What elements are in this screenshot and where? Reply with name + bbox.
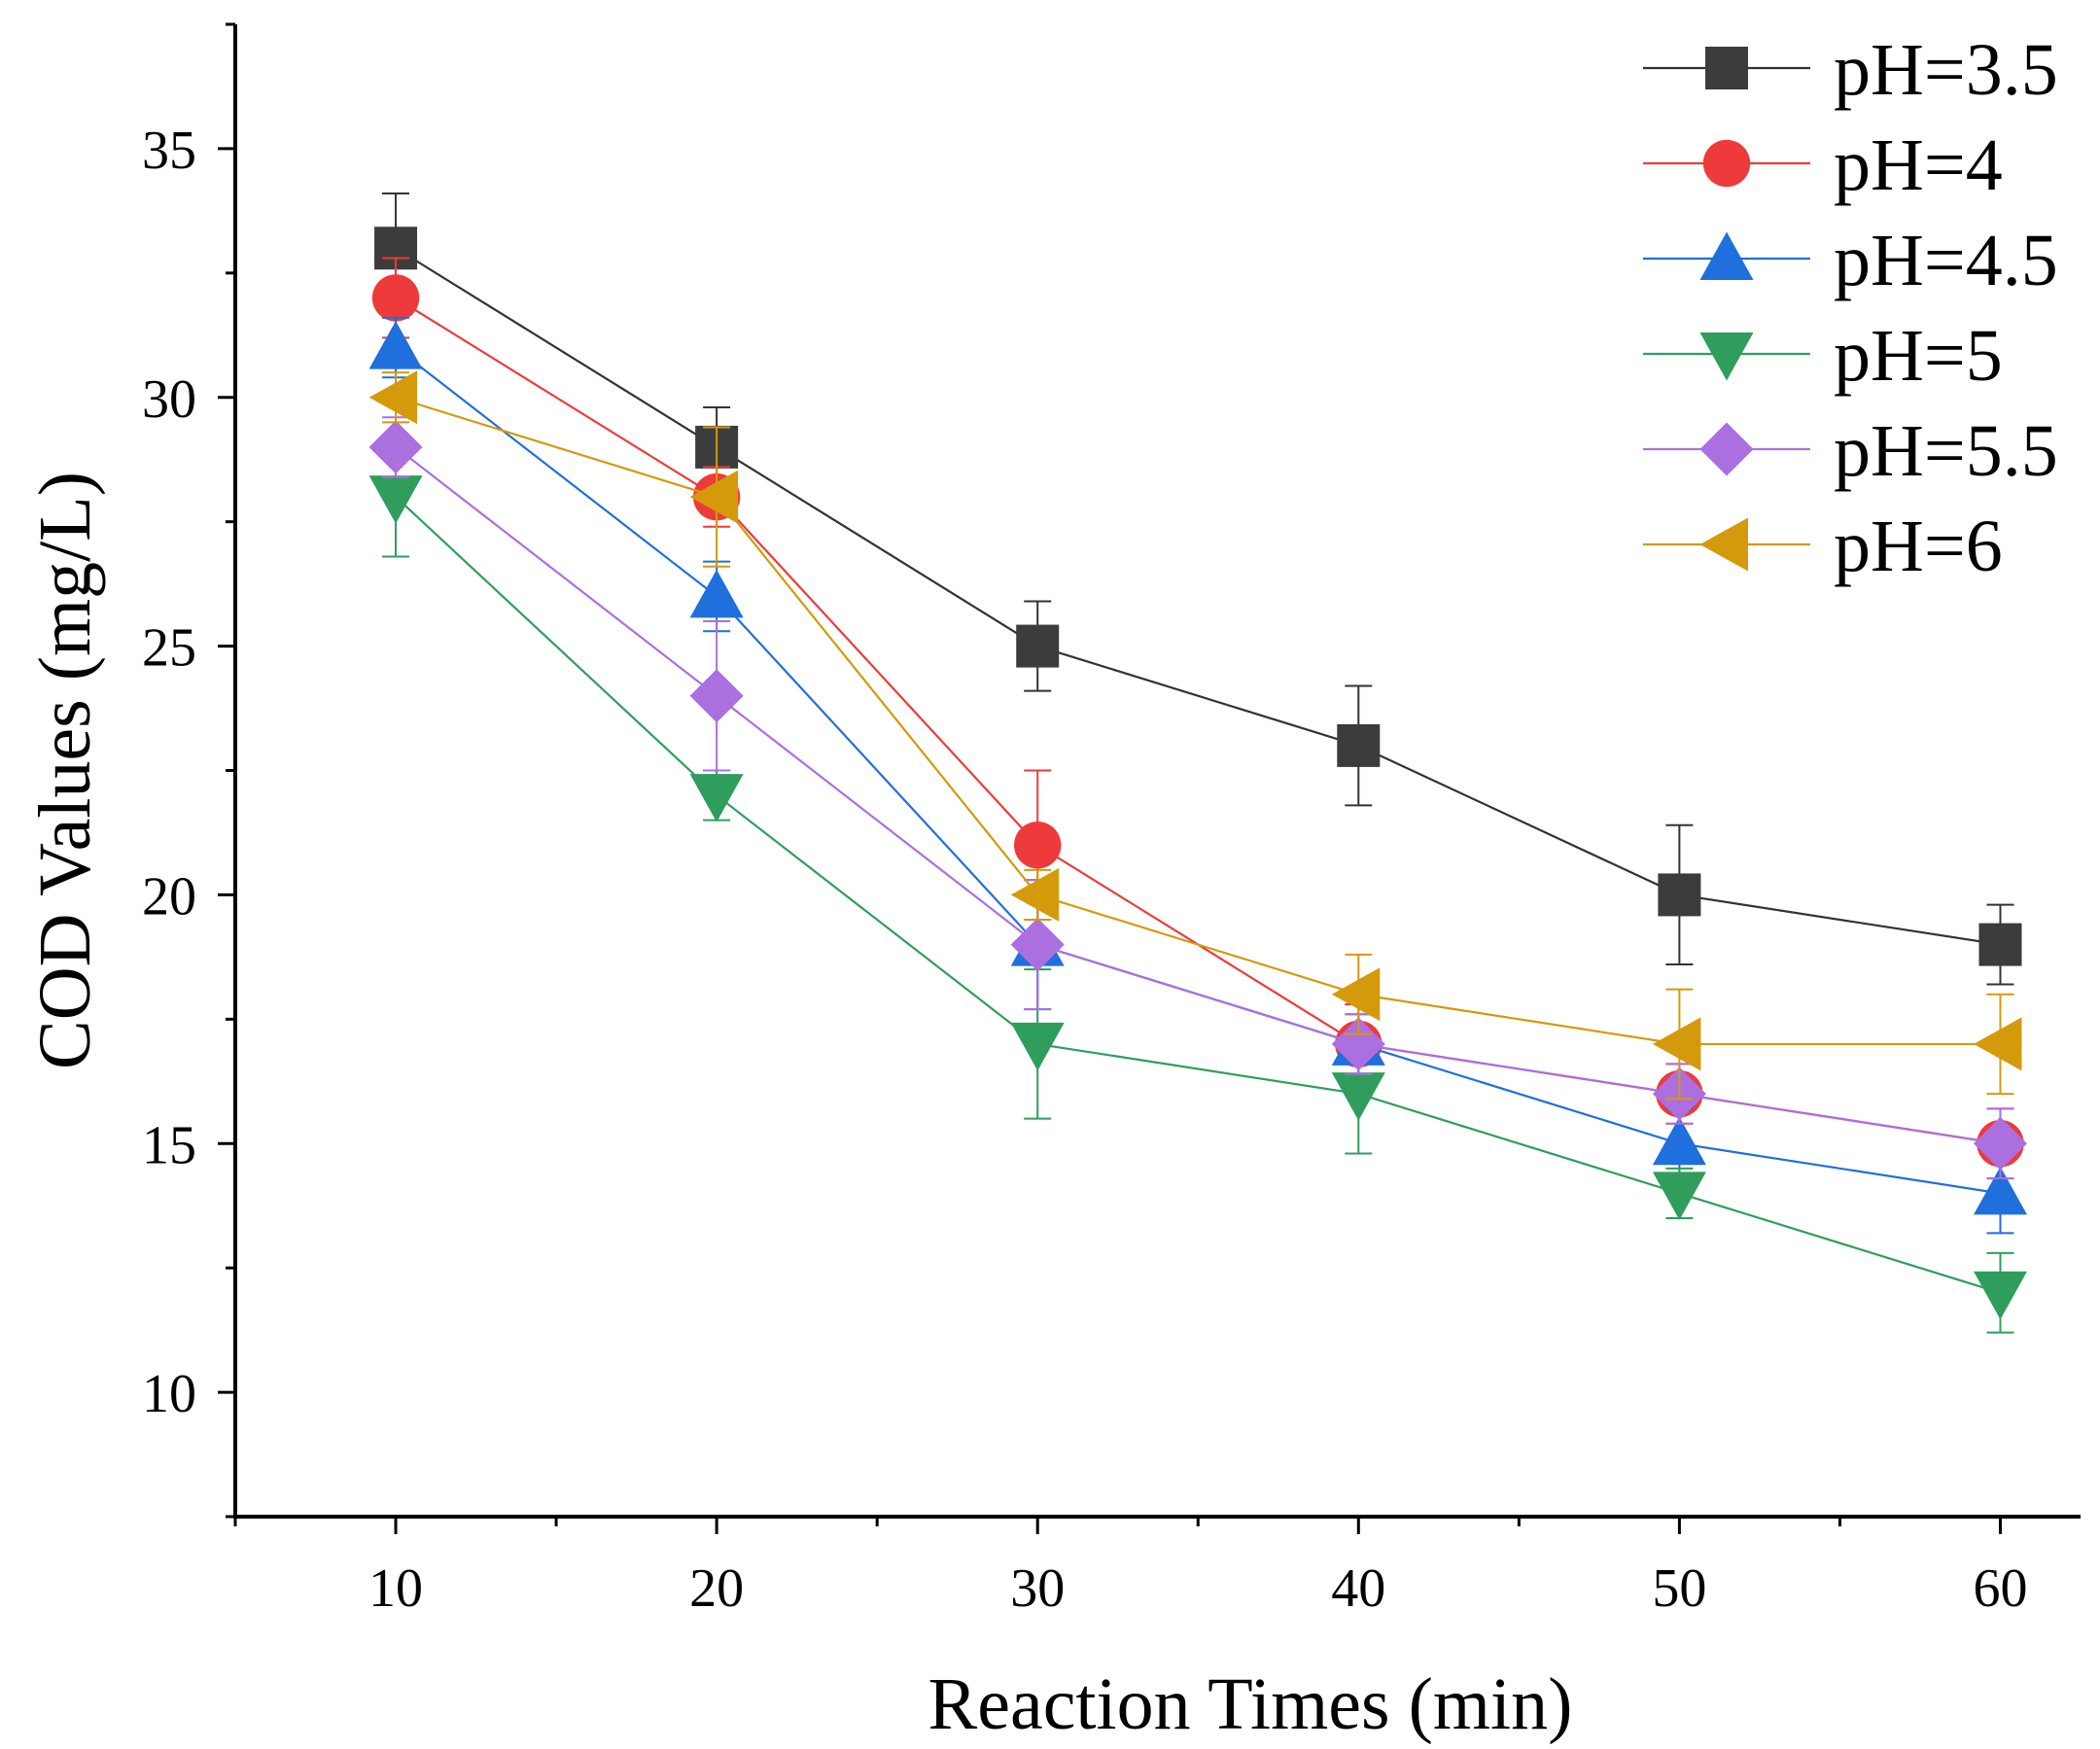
data-point bbox=[689, 470, 739, 524]
series-layer bbox=[368, 192, 2027, 1334]
x-tick-label: 20 bbox=[689, 1558, 744, 1619]
series-pH=4.5 bbox=[368, 316, 2027, 1235]
axes bbox=[233, 24, 2081, 1519]
legend-marker bbox=[1699, 231, 1754, 280]
data-point bbox=[1978, 923, 2022, 966]
data-point bbox=[1010, 867, 1060, 922]
data-point bbox=[1010, 1022, 1065, 1071]
series-pH=5 bbox=[368, 436, 2027, 1334]
legend-marker bbox=[1699, 517, 1748, 572]
legend-item: pH=4 bbox=[1643, 124, 2003, 206]
y-tick-label: 10 bbox=[142, 1364, 196, 1424]
data-point bbox=[689, 774, 744, 822]
legend-marker bbox=[1705, 47, 1748, 89]
y-axis-title: COD Values (mg/L) bbox=[24, 472, 106, 1069]
x-tick-label: 10 bbox=[368, 1558, 423, 1619]
data-point bbox=[368, 321, 423, 369]
data-point bbox=[1014, 822, 1062, 869]
data-point bbox=[1658, 873, 1701, 917]
data-point bbox=[1973, 1166, 2027, 1215]
series-pH=6 bbox=[368, 370, 2022, 1101]
legend-item: pH=4.5 bbox=[1643, 220, 2058, 301]
x-tick-label: 50 bbox=[1652, 1558, 1706, 1619]
data-point bbox=[689, 569, 744, 618]
data-point bbox=[368, 475, 423, 524]
data-point bbox=[1331, 1017, 1385, 1071]
legend-label: pH=5 bbox=[1834, 315, 2003, 397]
legend-item: pH=6 bbox=[1643, 506, 2003, 587]
series-line bbox=[395, 446, 2001, 1145]
data-point bbox=[1652, 1172, 1706, 1220]
legend-label: pH=4 bbox=[1834, 124, 2003, 206]
series-line bbox=[395, 396, 2001, 1046]
legend-label: pH=6 bbox=[1834, 506, 2003, 587]
legend-item: pH=5 bbox=[1643, 315, 2003, 397]
series-pH=3.5 bbox=[374, 192, 2022, 986]
data-point bbox=[689, 669, 744, 723]
series-pH=5.5 bbox=[368, 416, 2027, 1180]
legend-marker bbox=[1702, 139, 1751, 188]
series-pH=4 bbox=[371, 257, 2024, 1180]
data-point bbox=[1331, 1072, 1385, 1121]
legend-label: pH=5.5 bbox=[1834, 410, 2058, 492]
data-point bbox=[1337, 723, 1381, 767]
series-line bbox=[395, 247, 2001, 946]
legend-item: pH=3.5 bbox=[1643, 29, 2058, 111]
y-tick-label: 35 bbox=[142, 121, 196, 181]
data-point bbox=[1652, 1017, 1701, 1071]
data-point bbox=[371, 274, 420, 322]
data-point bbox=[1010, 918, 1065, 972]
data-point bbox=[368, 420, 423, 474]
series-line bbox=[395, 496, 2001, 1294]
x-axis-title: Reaction Times (min) bbox=[928, 1663, 1573, 1744]
data-point bbox=[1973, 1271, 2027, 1320]
series-line bbox=[395, 346, 2001, 1195]
legend-marker bbox=[1699, 332, 1754, 381]
legend-label: pH=4.5 bbox=[1834, 220, 2058, 301]
x-tick-label: 60 bbox=[1973, 1558, 2027, 1619]
data-point bbox=[1016, 624, 1060, 668]
legend-item: pH=5.5 bbox=[1643, 410, 2058, 492]
y-tick-label: 25 bbox=[142, 618, 196, 679]
legend: pH=3.5 pH=4 pH=4.5 pH=5 pH=5.5 pH=6 bbox=[1643, 29, 2058, 587]
legend-label: pH=3.5 bbox=[1834, 29, 2058, 111]
y-tick-label: 15 bbox=[142, 1115, 196, 1175]
data-point bbox=[1331, 967, 1381, 1022]
ticks: 10 20 30 40 50 60 10 15 20 25 30 35 bbox=[142, 22, 2027, 1619]
x-tick-label: 30 bbox=[1010, 1558, 1065, 1619]
data-point bbox=[1652, 1116, 1706, 1166]
data-point bbox=[368, 370, 418, 425]
data-point bbox=[1973, 1017, 2022, 1071]
legend-marker bbox=[1699, 422, 1754, 476]
data-point bbox=[1973, 1116, 2027, 1171]
y-tick-label: 20 bbox=[142, 866, 196, 927]
y-tick-label: 30 bbox=[142, 369, 196, 430]
x-tick-label: 40 bbox=[1331, 1558, 1385, 1619]
